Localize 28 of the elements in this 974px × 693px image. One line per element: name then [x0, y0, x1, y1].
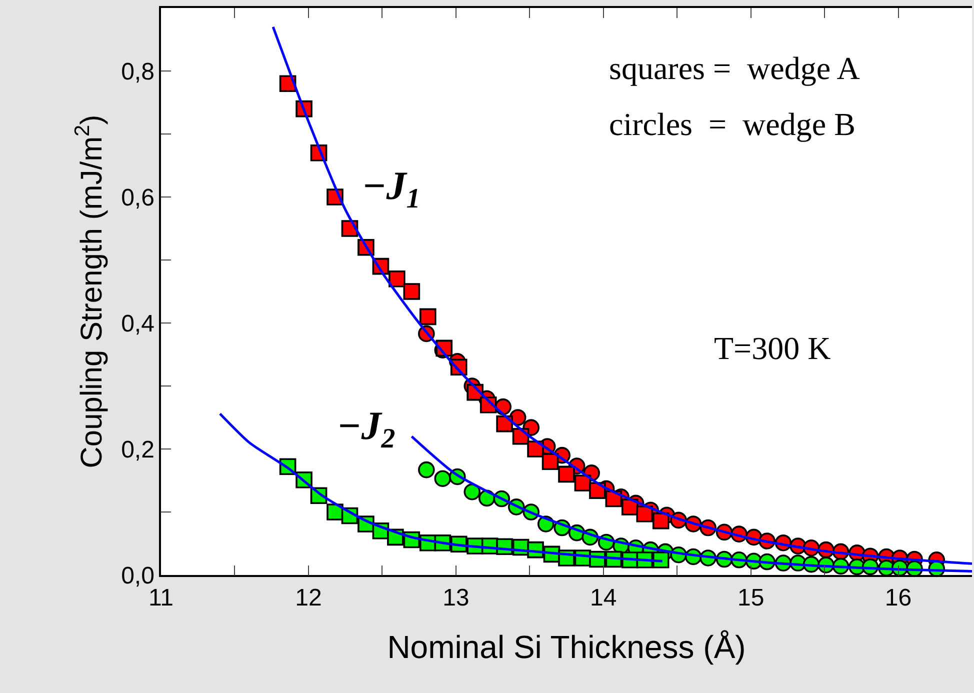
- point: [419, 308, 436, 326]
- point: [652, 512, 670, 530]
- point: [636, 505, 654, 522]
- point: [496, 415, 513, 432]
- annotation: −J$_{1}$: [362, 163, 420, 214]
- x-tick-label: 13: [442, 584, 470, 612]
- annotation: T=300 K: [714, 330, 831, 366]
- y-tick-label: 0,4: [121, 310, 154, 338]
- y-tick-label: 0,2: [121, 436, 154, 464]
- y-tick-label: 0,8: [121, 58, 154, 86]
- x-tick-label: 14: [590, 584, 617, 612]
- annotation: squares = wedge A: [609, 50, 860, 86]
- x-tick-label: 15: [737, 584, 764, 612]
- annotation: −J$_{2}$: [337, 403, 396, 454]
- y-tick-label: 0,6: [121, 184, 154, 212]
- point: [542, 453, 559, 470]
- annotation: circles = wedge B: [609, 106, 856, 142]
- x-axis-title: Nominal Si Thickness (Å): [387, 628, 746, 665]
- point: [558, 466, 575, 483]
- point: [403, 283, 420, 300]
- point: [589, 482, 606, 499]
- x-tick-label: 12: [295, 584, 322, 612]
- point: [527, 440, 544, 458]
- x-tick-label: 16: [884, 584, 912, 612]
- point: [434, 470, 452, 488]
- point: [388, 270, 406, 288]
- point: [418, 461, 435, 478]
- point: [464, 483, 481, 500]
